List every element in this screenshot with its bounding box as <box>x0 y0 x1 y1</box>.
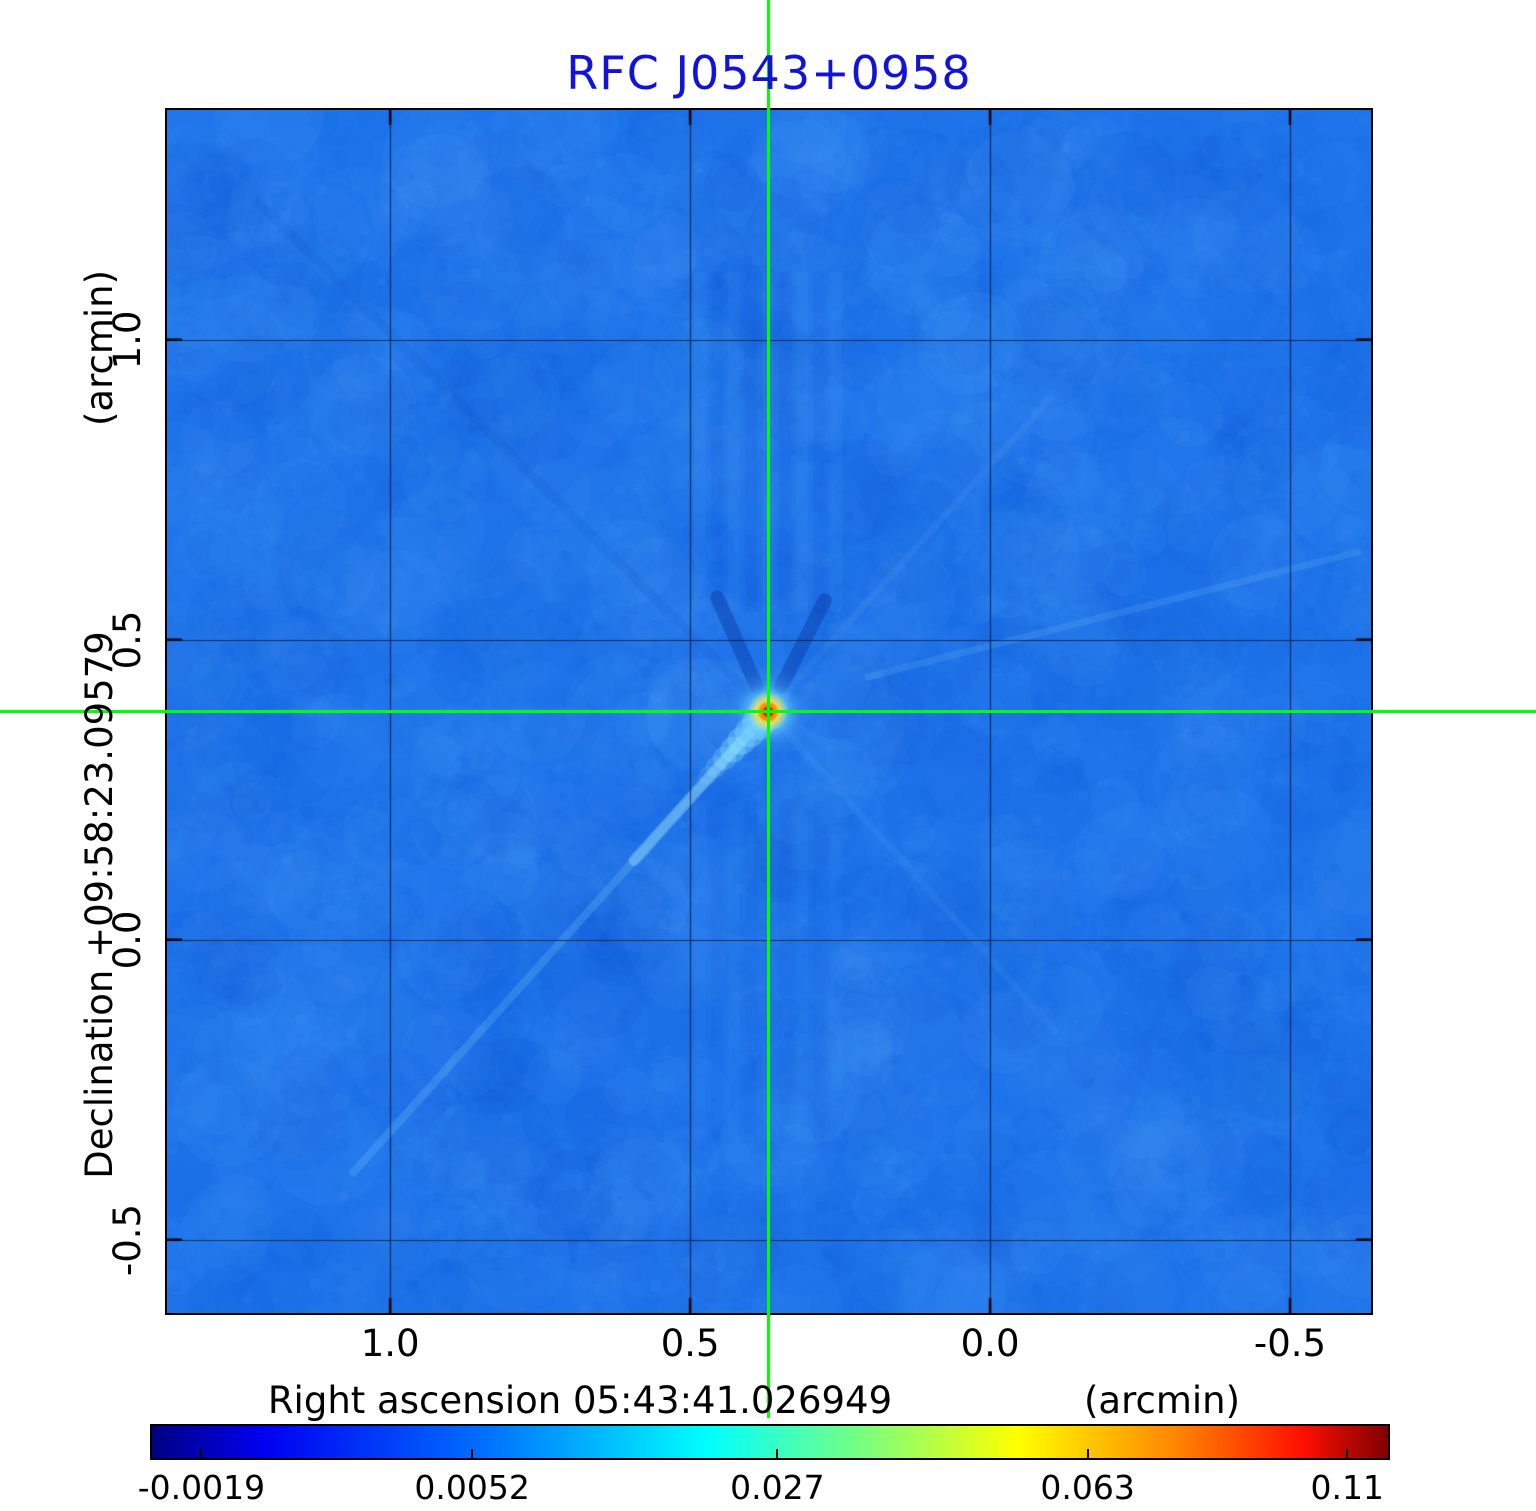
x-tick-label: 0.5 <box>660 1322 720 1365</box>
colorbar-tick-label: 0.063 <box>1040 1468 1135 1507</box>
colorbar-tick-label: 0.11 <box>1310 1468 1384 1507</box>
colorbar-tick-mark <box>200 1449 203 1458</box>
crosshair-horizontal-line <box>0 710 1536 714</box>
y-tick-label: -0.5 <box>106 1203 149 1276</box>
colorbar-tick-mark <box>776 1449 779 1458</box>
colorbar-tick-label: 0.027 <box>730 1468 825 1507</box>
figure-title: RFC J0543+0958 <box>566 46 972 100</box>
x-tick-label: 0.0 <box>960 1322 1020 1365</box>
colorbar <box>150 1424 1390 1460</box>
colorbar-tick-mark <box>471 1449 474 1458</box>
colorbar-tick-mark <box>1346 1449 1349 1458</box>
x-axis-title: Right ascension 05:43:41.026949 <box>267 1379 893 1422</box>
x-tick-label: -0.5 <box>1253 1322 1327 1365</box>
colorbar-tick-label: -0.0019 <box>137 1468 266 1507</box>
colorbar-tick-label: 0.0052 <box>414 1468 530 1507</box>
colorbar-gradient <box>152 1426 1388 1458</box>
x-tick-label: 1.0 <box>360 1322 420 1365</box>
y-tick-label: 1.0 <box>106 310 149 370</box>
colorbar-tick-mark <box>1086 1449 1089 1458</box>
crosshair-vertical-line <box>766 0 770 1418</box>
y-tick-label: 0.0 <box>106 910 149 970</box>
y-tick-label: 0.5 <box>106 610 149 670</box>
x-axis-unit-label: (arcmin) <box>1083 1379 1241 1422</box>
